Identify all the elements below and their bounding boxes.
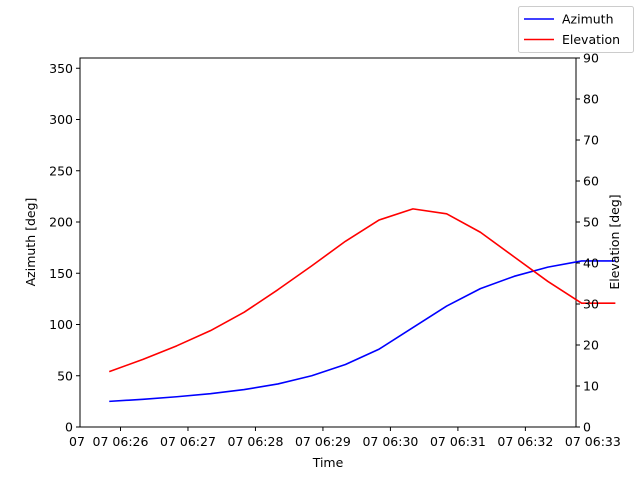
legend: Azimuth Elevation	[518, 6, 634, 53]
x-tick-label: 07 06:28	[228, 434, 284, 449]
y-right-tick-label: 80	[583, 92, 599, 107]
x-tick-label: 07 06:29	[295, 434, 351, 449]
series-layer	[108, 208, 616, 403]
x-axis-label: Time	[312, 455, 344, 470]
y-right-tick-label: 10	[583, 379, 599, 394]
y-right-tick-label: 90	[583, 51, 599, 66]
x-axis: 07 06:26 07 06:27 07 06:28 07 06:29 07 06:30…	[69, 427, 621, 449]
y-left-tick-label: 200	[49, 215, 73, 230]
y-left-axis: 0 50 100 150 200 250 300 350	[49, 61, 80, 435]
y-right-tick-label: 50	[583, 215, 599, 230]
y-right-tick-label: 0	[583, 420, 591, 435]
y-left-tick-label: 350	[49, 61, 73, 76]
series-line-azimuth	[109, 260, 616, 403]
y-left-tick-label: 0	[65, 420, 73, 435]
y-right-axis: 0 10 20 30 40 50 60 70 80 90	[576, 51, 599, 435]
y-left-tick-label: 150	[49, 266, 73, 281]
y-right-axis-label: Elevation [deg]	[607, 194, 622, 289]
plot-area	[79, 57, 577, 428]
x-tick-label: 07 06:27	[160, 434, 216, 449]
y-left-tick-label: 300	[49, 112, 73, 127]
y-right-tick-label: 70	[583, 133, 599, 148]
x-tick-label: 07 06:30	[362, 434, 418, 449]
y-left-tick-label: 100	[49, 317, 73, 332]
y-left-tick-label: 250	[49, 163, 73, 178]
x-tick-label: 07 06:33	[565, 434, 621, 449]
x-tick-label: 07 06:32	[497, 434, 553, 449]
legend-label-azimuth: Azimuth	[562, 12, 614, 27]
y-left-axis-label: Azimuth [deg]	[23, 198, 38, 287]
legend-box	[518, 6, 634, 53]
x-tick-label: 07	[69, 434, 85, 449]
series-line-elevation	[108, 208, 616, 373]
legend-label-elevation: Elevation	[562, 32, 620, 47]
y-right-tick-label: 20	[583, 338, 599, 353]
y-right-tick-label: 30	[583, 297, 599, 312]
plot-frame	[79, 57, 577, 428]
x-tick-label: 07 06:31	[430, 434, 486, 449]
x-tick-label: 07 06:26	[93, 434, 149, 449]
y-right-tick-label: 60	[583, 174, 599, 189]
y-left-tick-label: 50	[57, 368, 73, 383]
y-right-tick-label: 40	[583, 256, 599, 271]
